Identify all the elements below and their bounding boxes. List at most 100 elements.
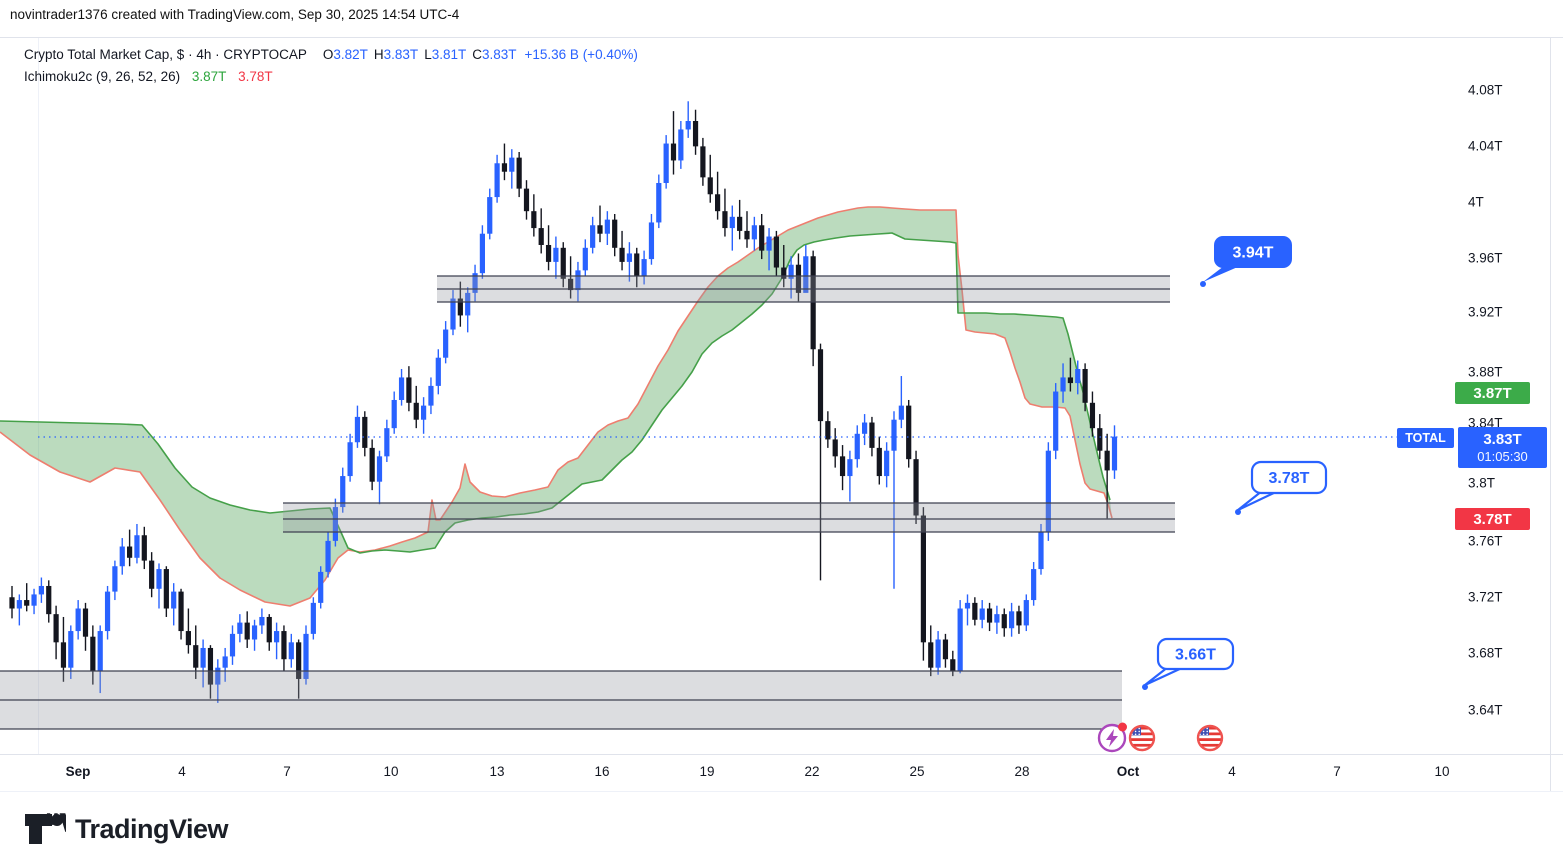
price-callout-3.66T[interactable]: 3.66T: [1142, 637, 1235, 690]
zone-3.94T-zone[interactable]: [437, 275, 1170, 303]
candle-131: [972, 597, 978, 626]
candle-body: [913, 459, 919, 516]
candle-24: [185, 608, 191, 654]
price-callout-3.94T[interactable]: 3.94T: [1200, 236, 1292, 287]
candle-19: [149, 552, 155, 598]
candle-133: [986, 602, 993, 632]
candle-body: [1111, 436, 1118, 471]
candle-26: [200, 639, 206, 688]
candle-35: [266, 614, 272, 651]
candle-body: [641, 259, 647, 276]
candle-18: [141, 526, 147, 570]
event-icon-us-flag-1[interactable]: [1128, 724, 1156, 752]
candle-25: [193, 625, 199, 679]
alert-dot: [1118, 722, 1127, 732]
flag-ring[interactable]: [1128, 724, 1156, 752]
candle-body: [362, 416, 368, 448]
candle-body: [421, 405, 427, 420]
candle-body: [46, 585, 52, 615]
candle-body: [1038, 532, 1044, 570]
candle-71: [531, 194, 537, 237]
time-label-13: 13: [489, 764, 505, 779]
candle-body: [986, 608, 993, 623]
candle-body: [553, 247, 559, 262]
candle-body: [369, 447, 375, 482]
indicator-conversion-value: 3.87T: [191, 69, 227, 84]
candle-110: [817, 343, 824, 581]
symbol-legend-row[interactable]: Crypto Total Market Cap, $ · 4h · CRYPTO…: [24, 44, 638, 66]
candle-body: [251, 625, 258, 640]
candle-84: [626, 242, 632, 282]
flag-star: [1138, 730, 1140, 733]
candle-102: [759, 213, 765, 260]
ohlc-key-C: C: [472, 47, 482, 62]
candle-body: [773, 236, 779, 268]
price-callout-3.78T[interactable]: 3.78T: [1235, 460, 1328, 515]
candle-body: [141, 535, 147, 561]
callout-box[interactable]: [1250, 460, 1328, 495]
candle-body: [1009, 611, 1015, 629]
flag-ring[interactable]: [1196, 724, 1224, 752]
candle-body: [281, 631, 287, 660]
candle-body: [737, 216, 743, 231]
zone-rect[interactable]: [283, 503, 1175, 532]
chart-legend: Crypto Total Market Cap, $ · 4h · CRYPTO…: [24, 44, 638, 88]
candle-31: [237, 614, 243, 643]
callout-anchor-dot[interactable]: [1235, 509, 1241, 515]
candle-93: [692, 109, 699, 155]
candle-body: [825, 421, 831, 440]
flag-star: [1202, 730, 1205, 733]
candle-123: [913, 450, 919, 524]
candle-58: [435, 349, 441, 395]
candle-body: [134, 535, 140, 558]
candle-body: [325, 540, 331, 572]
candle-body: [479, 233, 485, 274]
candle-body: [928, 642, 934, 668]
candle-body: [237, 622, 243, 634]
candle-53: [398, 368, 405, 406]
callout-anchor-dot[interactable]: [1142, 684, 1148, 690]
flag-star: [1138, 727, 1140, 730]
candle-80: [597, 205, 603, 243]
callout-anchor-dot[interactable]: [1200, 281, 1206, 287]
candle-101: [751, 216, 757, 251]
time-label-10: 10: [1434, 764, 1450, 779]
callout-box[interactable]: [1156, 637, 1235, 671]
time-label-25: 25: [909, 764, 925, 779]
candlestick-series: [9, 101, 1118, 703]
flag-star: [1138, 733, 1140, 736]
candle-82: [612, 213, 618, 257]
callout-label: 3.78T: [1269, 470, 1310, 487]
candle-51: [384, 419, 390, 462]
candle-body: [457, 298, 463, 316]
candle-65: [487, 188, 493, 240]
callout-box[interactable]: [1214, 236, 1292, 268]
candle-body: [104, 591, 111, 632]
zone-3.78T-zone[interactable]: [283, 502, 1175, 533]
candle-body: [876, 447, 882, 477]
candle-body: [1104, 450, 1110, 471]
candle-57: [428, 377, 434, 415]
tradingview-logo-icon: [25, 813, 66, 844]
candle-113: [839, 445, 846, 491]
price-label-4.04T: 4.04T: [1468, 138, 1503, 154]
candle-body: [869, 422, 875, 448]
candle-body: [1053, 391, 1059, 451]
candle-body: [75, 608, 81, 632]
candle-119: [884, 442, 890, 488]
candle-body: [31, 594, 37, 606]
candle-139: [1031, 562, 1037, 606]
candle-88: [656, 174, 662, 229]
candle-body: [692, 120, 699, 147]
flag-stripe: [1130, 741, 1154, 744]
zone-3.66T-zone[interactable]: [0, 670, 1122, 730]
event-icon-us-flag-2[interactable]: [1196, 724, 1224, 752]
candle-81: [604, 211, 610, 245]
indicator-legend-row[interactable]: Ichimoku2c (9, 26, 52, 26) 3.87T 3.78T: [24, 66, 638, 88]
candle-3: [31, 588, 37, 615]
time-label-16: 16: [594, 764, 610, 779]
event-icon-flash-0[interactable]: [1097, 722, 1127, 753]
candle-body: [1031, 569, 1037, 601]
candle-body: [487, 197, 493, 234]
